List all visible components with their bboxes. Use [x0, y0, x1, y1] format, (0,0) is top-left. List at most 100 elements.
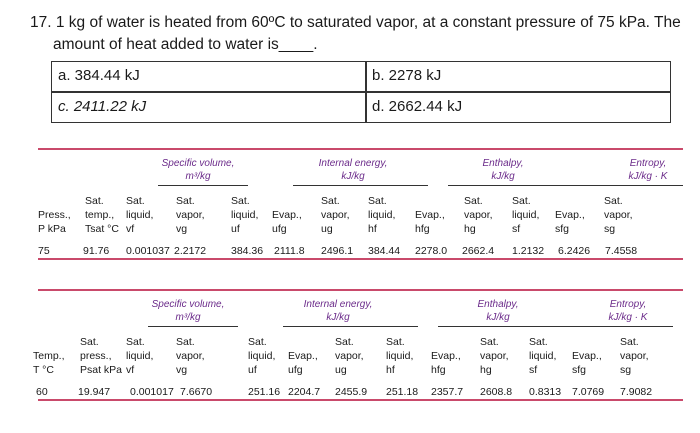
header-c7-line2: liquid,: [386, 350, 414, 362]
header-c4-line1: Sat.: [231, 195, 250, 207]
question-line-1: 17. 1 kg of water is heated from 60ºC to…: [30, 14, 681, 31]
header-c1-line1: Sat.: [80, 336, 99, 348]
data-cell-12: 7.9082: [620, 386, 653, 398]
option-d[interactable]: d. 2662.44 kJ: [372, 98, 463, 115]
data-cell-9: 2662.4: [462, 245, 495, 257]
data-cell-7: 251.18: [386, 386, 419, 398]
header-c4-line3: uf: [231, 223, 240, 235]
group-unit-enthalpy: kJ/kg: [491, 171, 515, 182]
header-c8-line2: Evap.,: [431, 350, 461, 362]
header-c10-line1: Sat.: [512, 195, 531, 207]
header-c5-line2: Evap.,: [272, 209, 302, 221]
header-c3-line3: vg: [176, 364, 188, 376]
data-cell-3: 7.6670: [180, 386, 213, 398]
header-c11-line2: Evap.,: [572, 350, 602, 362]
header-c11-line3: sfg: [572, 364, 587, 376]
header-c2-line1: Sat.: [126, 336, 145, 348]
group-unit-entropy: kJ/kg · K: [608, 312, 648, 323]
header-c9-line3: hg: [480, 364, 492, 376]
header-c10-line3: sf: [529, 364, 538, 376]
group-title-specific-volume: Specific volume,: [161, 158, 235, 169]
header-c9-line1: Sat.: [480, 336, 499, 348]
header-c10-line1: Sat.: [529, 336, 548, 348]
header-c6-line1: Sat.: [321, 195, 340, 207]
steam-table-temperature: Specific volume, m³/kg Internal energy, kJ/…: [33, 289, 683, 401]
header-c5-line2: Evap.,: [288, 350, 318, 362]
header-c4-line2: liquid,: [248, 350, 276, 362]
header-c0-line2: Temp.,: [33, 350, 65, 362]
data-cell-5: 2111.8: [274, 245, 305, 257]
data-cell-11: 6.2426: [558, 245, 591, 257]
header-c8-line2: Evap.,: [415, 209, 445, 221]
question-text: 17. 1 kg of water is heated from 60ºC to…: [30, 12, 690, 56]
data-cell-8: 2278.0: [415, 245, 448, 257]
header-c3-line1: Sat.: [176, 195, 195, 207]
header-c11-line2: Evap.,: [555, 209, 585, 221]
data-cell-4: 384.36: [231, 245, 264, 257]
header-c9-line1: Sat.: [464, 195, 483, 207]
table-bottom-rule: [38, 258, 683, 260]
header-c3-line2: vapor,: [176, 350, 205, 362]
header-c1-line2: press.,: [80, 350, 112, 362]
steam-table-pressure: Specific volume, m³/kg Internal energy, kJ/…: [38, 148, 683, 260]
header-c5-line3: ufg: [272, 223, 287, 235]
group-unit-internal-energy: kJ/kg: [341, 171, 365, 182]
data-cell-10: 0.8313: [529, 386, 562, 398]
group-title-internal-energy: Internal energy,: [318, 158, 388, 169]
header-c0-line2: Press.,: [38, 209, 71, 221]
group-underline-enthalpy: [438, 326, 553, 327]
group-unit-internal-energy: kJ/kg: [326, 312, 350, 323]
data-cell-6: 2496.1: [321, 245, 354, 257]
data-cell-0: 60: [36, 386, 48, 398]
data-cell-9: 2608.8: [480, 386, 513, 398]
option-c[interactable]: c. 2411.22 kJ: [58, 98, 147, 115]
header-c9-line3: hg: [464, 223, 476, 235]
group-unit-specific-volume: m³/kg: [175, 312, 201, 323]
header-c1-line3: Tsat °C: [85, 223, 119, 235]
header-c2-line3: vf: [126, 223, 135, 235]
group-underline-specific-volume: [148, 326, 238, 327]
header-c12-line2: vapor,: [604, 209, 633, 221]
header-c1-line1: Sat.: [85, 195, 104, 207]
header-c9-line2: vapor,: [464, 209, 493, 221]
header-c3-line3: vg: [176, 223, 188, 235]
header-c12-line1: Sat.: [604, 195, 623, 207]
data-cell-8: 2357.7: [431, 386, 464, 398]
header-c12-line2: vapor,: [620, 350, 649, 362]
header-c2-line2: liquid,: [126, 350, 154, 362]
answer-options-grid: a. 384.44 kJ b. 2278 kJ c. 2411.22 kJ d.…: [51, 61, 671, 123]
question-line-2: amount of heat added to water is____.: [53, 36, 318, 53]
header-c6-line3: ug: [335, 364, 347, 376]
header-c1-line3: Psat kPa: [80, 364, 123, 376]
header-c4-line2: liquid,: [231, 209, 259, 221]
header-c5-line3: ufg: [288, 364, 303, 376]
data-cell-1: 19.947: [78, 386, 111, 398]
group-unit-entropy: kJ/kg · K: [628, 171, 668, 182]
data-cell-0: 75: [38, 245, 50, 257]
data-cell-5: 2204.7: [288, 386, 321, 398]
table-top-rule: [38, 148, 683, 150]
group-title-specific-volume: Specific volume,: [151, 299, 225, 310]
data-cell-4: 251.16: [248, 386, 281, 398]
header-c11-line3: sfg: [555, 223, 570, 235]
group-underline-enthalpy: [448, 185, 563, 186]
group-unit-enthalpy: kJ/kg: [486, 312, 510, 323]
group-title-enthalpy: Enthalpy,: [482, 158, 524, 169]
table-top-rule: [38, 289, 683, 291]
header-c12-line3: sg: [620, 364, 632, 376]
option-b[interactable]: b. 2278 kJ: [372, 67, 442, 84]
data-cell-1: 91.76: [83, 245, 110, 257]
header-c0-line3: P kPa: [38, 223, 66, 235]
header-c7-line1: Sat.: [386, 336, 405, 348]
header-c4-line1: Sat.: [248, 336, 267, 348]
header-c2-line1: Sat.: [126, 195, 145, 207]
data-cell-10: 1.2132: [512, 245, 545, 257]
options-divider-horizontal: [52, 91, 670, 93]
header-c4-line3: uf: [248, 364, 257, 376]
group-title-enthalpy: Enthalpy,: [477, 299, 519, 310]
header-c8-line3: hfg: [431, 364, 446, 376]
header-c12-line3: sg: [604, 223, 616, 235]
header-c7-line1: Sat.: [368, 195, 387, 207]
option-a[interactable]: a. 384.44 kJ: [58, 67, 140, 84]
header-c3-line1: Sat.: [176, 336, 195, 348]
